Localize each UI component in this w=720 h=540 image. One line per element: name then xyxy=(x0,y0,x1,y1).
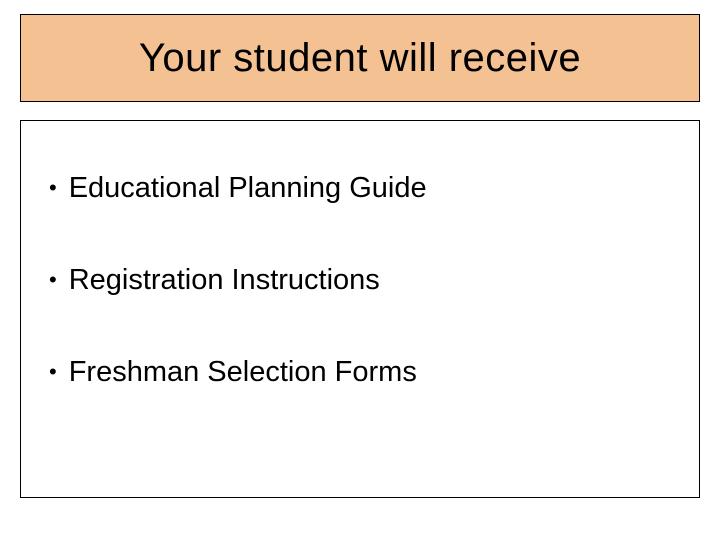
title-bar: Your student will receive xyxy=(20,14,700,102)
bullet-text: Educational Planning Guide xyxy=(69,171,427,205)
bullet-marker-icon: • xyxy=(49,355,57,389)
bullet-text: Registration Instructions xyxy=(69,263,380,297)
bullet-list: • Educational Planning Guide • Registrat… xyxy=(49,171,671,389)
bullet-item: • Educational Planning Guide xyxy=(49,171,671,205)
slide: Your student will receive • Educational … xyxy=(0,0,720,540)
bullet-item: • Registration Instructions xyxy=(49,263,671,297)
bullet-marker-icon: • xyxy=(49,263,57,297)
bullet-text: Freshman Selection Forms xyxy=(69,355,417,389)
content-box: • Educational Planning Guide • Registrat… xyxy=(20,120,700,498)
bullet-item: • Freshman Selection Forms xyxy=(49,355,671,389)
bullet-marker-icon: • xyxy=(49,171,57,205)
slide-title: Your student will receive xyxy=(139,36,581,81)
